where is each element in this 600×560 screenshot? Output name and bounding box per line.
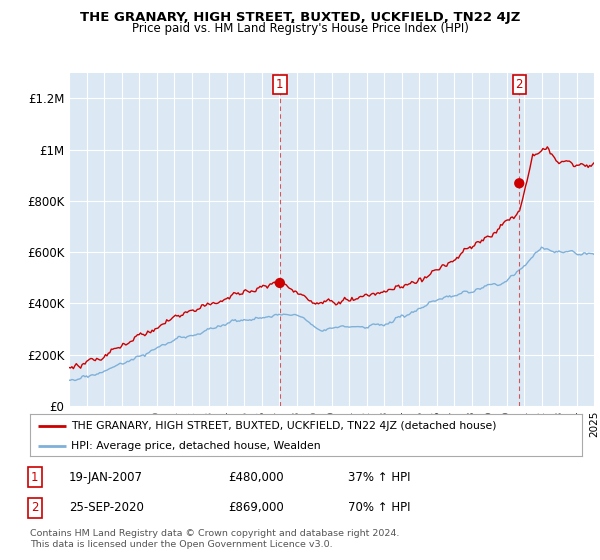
Text: Contains HM Land Registry data © Crown copyright and database right 2024.
This d: Contains HM Land Registry data © Crown c… <box>30 529 400 549</box>
Text: 1: 1 <box>31 470 38 484</box>
Text: 1: 1 <box>276 78 284 91</box>
Text: £869,000: £869,000 <box>228 501 284 515</box>
Point <box>275 278 284 287</box>
Text: 19-JAN-2007: 19-JAN-2007 <box>69 470 143 484</box>
Text: 70% ↑ HPI: 70% ↑ HPI <box>348 501 410 515</box>
Text: THE GRANARY, HIGH STREET, BUXTED, UCKFIELD, TN22 4JZ (detached house): THE GRANARY, HIGH STREET, BUXTED, UCKFIE… <box>71 421 497 431</box>
Text: Price paid vs. HM Land Registry's House Price Index (HPI): Price paid vs. HM Land Registry's House … <box>131 22 469 35</box>
Text: 25-SEP-2020: 25-SEP-2020 <box>69 501 144 515</box>
Text: 37% ↑ HPI: 37% ↑ HPI <box>348 470 410 484</box>
Text: HPI: Average price, detached house, Wealden: HPI: Average price, detached house, Weal… <box>71 441 321 451</box>
Text: 2: 2 <box>515 78 523 91</box>
Text: £480,000: £480,000 <box>228 470 284 484</box>
Text: 2: 2 <box>31 501 38 515</box>
Text: THE GRANARY, HIGH STREET, BUXTED, UCKFIELD, TN22 4JZ: THE GRANARY, HIGH STREET, BUXTED, UCKFIE… <box>80 11 520 24</box>
Point <box>514 179 524 188</box>
